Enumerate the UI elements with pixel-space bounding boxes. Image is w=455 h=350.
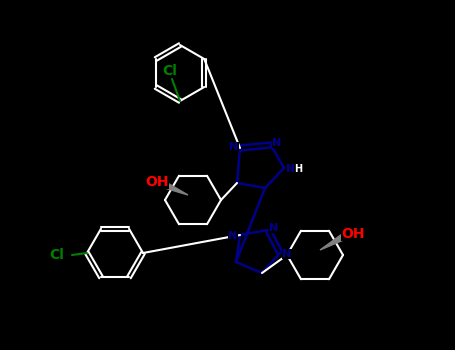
Text: N: N [273, 138, 282, 148]
Polygon shape [320, 234, 344, 250]
Text: N: N [269, 223, 278, 233]
Text: N: N [229, 142, 238, 152]
Text: OH: OH [341, 227, 365, 241]
Text: H: H [294, 164, 302, 174]
Text: N: N [283, 249, 292, 259]
Text: Cl: Cl [50, 248, 65, 262]
Text: Cl: Cl [162, 64, 177, 78]
Text: N: N [228, 231, 238, 241]
Text: N: N [286, 164, 296, 174]
Text: OH: OH [145, 175, 169, 189]
Polygon shape [164, 182, 188, 195]
